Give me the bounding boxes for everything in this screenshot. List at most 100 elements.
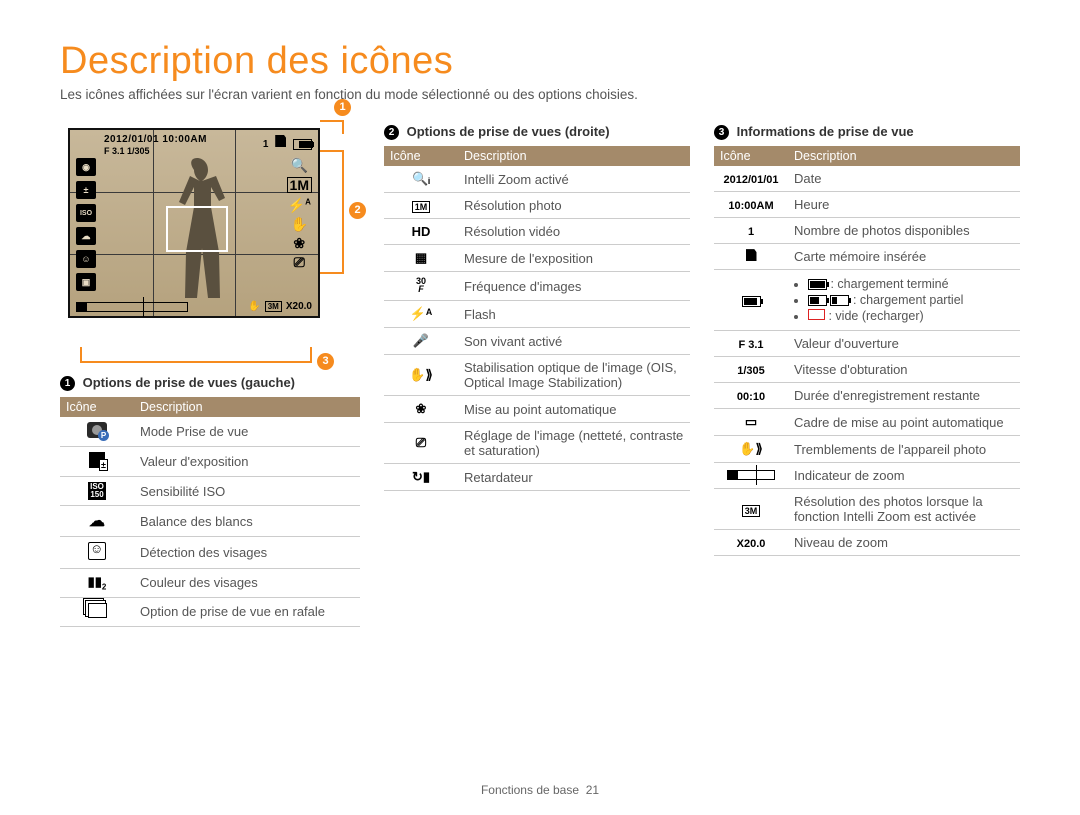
desc-cell: Résolution des photos lorsque la fonctio… <box>788 489 1020 530</box>
shake-icon: ✋⟫ <box>739 441 762 457</box>
photo-res-icon: 1M <box>287 177 312 193</box>
battery-icon <box>742 296 761 307</box>
sound-icon: 🎤 <box>413 333 429 349</box>
zoom-lvl-label: X20.0 <box>737 538 766 550</box>
table-row: HDRésolution vidéo <box>384 219 690 245</box>
table-row: 10:00AM Heure <box>714 192 1020 218</box>
table-row: ↻▮Retardateur <box>384 464 690 491</box>
flash-icon: ⚡ᴬ <box>410 306 433 322</box>
battery-states: : chargement terminé : chargement partie… <box>794 277 1014 323</box>
table-row: ✋⟫ Tremblements de l'appareil photo <box>714 436 1020 463</box>
battery-icon <box>293 139 312 150</box>
wb-icon: ☁ <box>76 227 96 245</box>
table-row: Indicateur de zoom <box>714 463 1020 489</box>
badge-1: 1 <box>60 376 75 391</box>
desc-cell: Balance des blancs <box>134 506 360 537</box>
table-row: Mode Prise de vue <box>60 417 360 447</box>
face-icon: ☺ <box>76 250 96 268</box>
table-row: ☁ Balance des blancs <box>60 506 360 537</box>
overlay-datetime: 2012/01/01 10:00AM <box>104 134 207 145</box>
count-label: 1 <box>748 226 754 238</box>
desc-cell: Mesure de l'exposition <box>458 245 690 272</box>
table-row: ❀ Mise au point automatique <box>384 396 690 423</box>
flash-icon: ⚡A <box>288 198 311 212</box>
desc-cell: Heure <box>788 192 1020 218</box>
screen-frame: 2012/01/01 10:00AM F 3.1 1/305 1 ◉ ± ISO… <box>68 128 320 318</box>
battery-state: : vide (recharger) <box>808 309 1014 323</box>
battery-empty-icon <box>808 309 825 320</box>
desc-cell: Stabilisation optique de l'image (OIS, O… <box>458 355 690 396</box>
table-section2: IcôneDescription 🔍ᵢIntelli Zoom activé1M… <box>384 146 690 491</box>
aperture-label: F 3.1 <box>738 339 763 351</box>
desc-cell: Couleur des visages <box>134 569 360 598</box>
desc-cell: Valeur d'exposition <box>134 447 360 477</box>
table-row: ⚡ᴬ Flash <box>384 301 690 328</box>
desc-cell: Option de prise de vue en rafale <box>134 597 360 626</box>
framerate-icon: 30F <box>416 277 426 295</box>
desc-cell: Indicateur de zoom <box>788 463 1020 489</box>
face-color-icon: ▮▮2 <box>88 574 107 589</box>
overlay-left-icons: ◉ ± ISO ☁ ☺ ▣ <box>76 158 96 291</box>
desc-cell: : chargement terminé : chargement partie… <box>788 270 1020 331</box>
desc-cell: Sensibilité ISO <box>134 477 360 506</box>
desc-cell: Résolution photo <box>458 193 690 219</box>
desc-cell: Date <box>788 166 1020 192</box>
badge-3: 3 <box>714 125 729 140</box>
desc-cell: Mode Prise de vue <box>134 417 360 447</box>
desc-cell: Vitesse d'obturation <box>788 357 1020 383</box>
shutter-label: 1/305 <box>737 365 765 377</box>
desc-cell: Mise au point automatique <box>458 396 690 423</box>
desc-cell: Résolution vidéo <box>458 219 690 245</box>
rec-time-label: 00:10 <box>737 391 765 403</box>
table-row: 3M Résolution des photos lorsque la fonct… <box>714 489 1020 530</box>
overlay-exposure: F 3.1 1/305 <box>104 146 150 156</box>
burst-icon <box>88 603 107 618</box>
iso-icon: ISO150 <box>88 482 106 500</box>
table-row: 1M Résolution photo <box>384 193 690 219</box>
desc-cell: Cadre de mise au point automatique <box>788 409 1020 436</box>
desc-cell: Nombre de photos disponibles <box>788 218 1020 244</box>
focus-frame-icon <box>166 206 228 252</box>
macro-icon: ❀ <box>293 236 305 250</box>
callout-2: 2 <box>320 150 344 274</box>
table-row: : chargement terminé : chargement partie… <box>714 270 1020 331</box>
desc-cell: Niveau de zoom <box>788 530 1020 556</box>
table-row: Carte mémoire insérée <box>714 244 1020 270</box>
table-row: ▦ Mesure de l'exposition <box>384 245 690 272</box>
macro-icon: ❀ <box>416 401 427 417</box>
column-middle: 2 Options de prise de vues (droite) Icôn… <box>384 120 690 627</box>
desc-cell: Valeur d'ouverture <box>788 331 1020 357</box>
desc-cell: Flash <box>458 301 690 328</box>
table-row: 2012/01/01Date <box>714 166 1020 192</box>
face-detect-icon <box>88 542 106 560</box>
callout-1: 1 <box>320 120 344 134</box>
iz-res-icon: 3M <box>742 505 761 517</box>
table-row: 30FFréquence d'images <box>384 272 690 301</box>
iz-res-icon: 3M <box>265 301 282 312</box>
desc-cell: Carte mémoire insérée <box>788 244 1020 270</box>
table-row: ✋⟫ Stabilisation optique de l'image (OIS,… <box>384 355 690 396</box>
ois-icon: ✋⟫ <box>409 367 432 383</box>
intro-text: Les icônes affichées sur l'écran varient… <box>60 87 1020 102</box>
card-icon <box>746 249 757 261</box>
table-row: 1 Nombre de photos disponibles <box>714 218 1020 244</box>
camera-mode-icon <box>87 422 107 438</box>
table-row: ⎚Réglage de l'image (netteté, contraste … <box>384 423 690 464</box>
battery-state: : chargement terminé <box>808 277 1014 291</box>
screen-diagram: 2012/01/01 10:00AM F 3.1 1/305 1 ◉ ± ISO… <box>60 120 330 345</box>
sliders-icon: ⎚ <box>294 255 305 269</box>
ev-icon <box>89 452 105 468</box>
desc-cell: Tremblements de l'appareil photo <box>788 436 1020 463</box>
metering-icon: ▦ <box>415 250 427 266</box>
table-row: 1/305 Vitesse d'obturation <box>714 357 1020 383</box>
overlay-bottom: ✋ 3M X20.0 <box>76 301 312 312</box>
af-frame-icon: ▭ <box>745 414 757 430</box>
th-desc: Description <box>134 397 360 417</box>
sliders-icon: ⎚ <box>416 435 426 451</box>
wb-icon: ☁ <box>89 513 105 530</box>
zoom-indicator-icon <box>76 302 188 312</box>
page-footer: Fonctions de base 21 <box>0 783 1080 797</box>
photo-res-icon: 1M <box>412 198 431 213</box>
ev-icon: ± <box>76 181 96 199</box>
time-label: 10:00AM <box>728 200 773 212</box>
